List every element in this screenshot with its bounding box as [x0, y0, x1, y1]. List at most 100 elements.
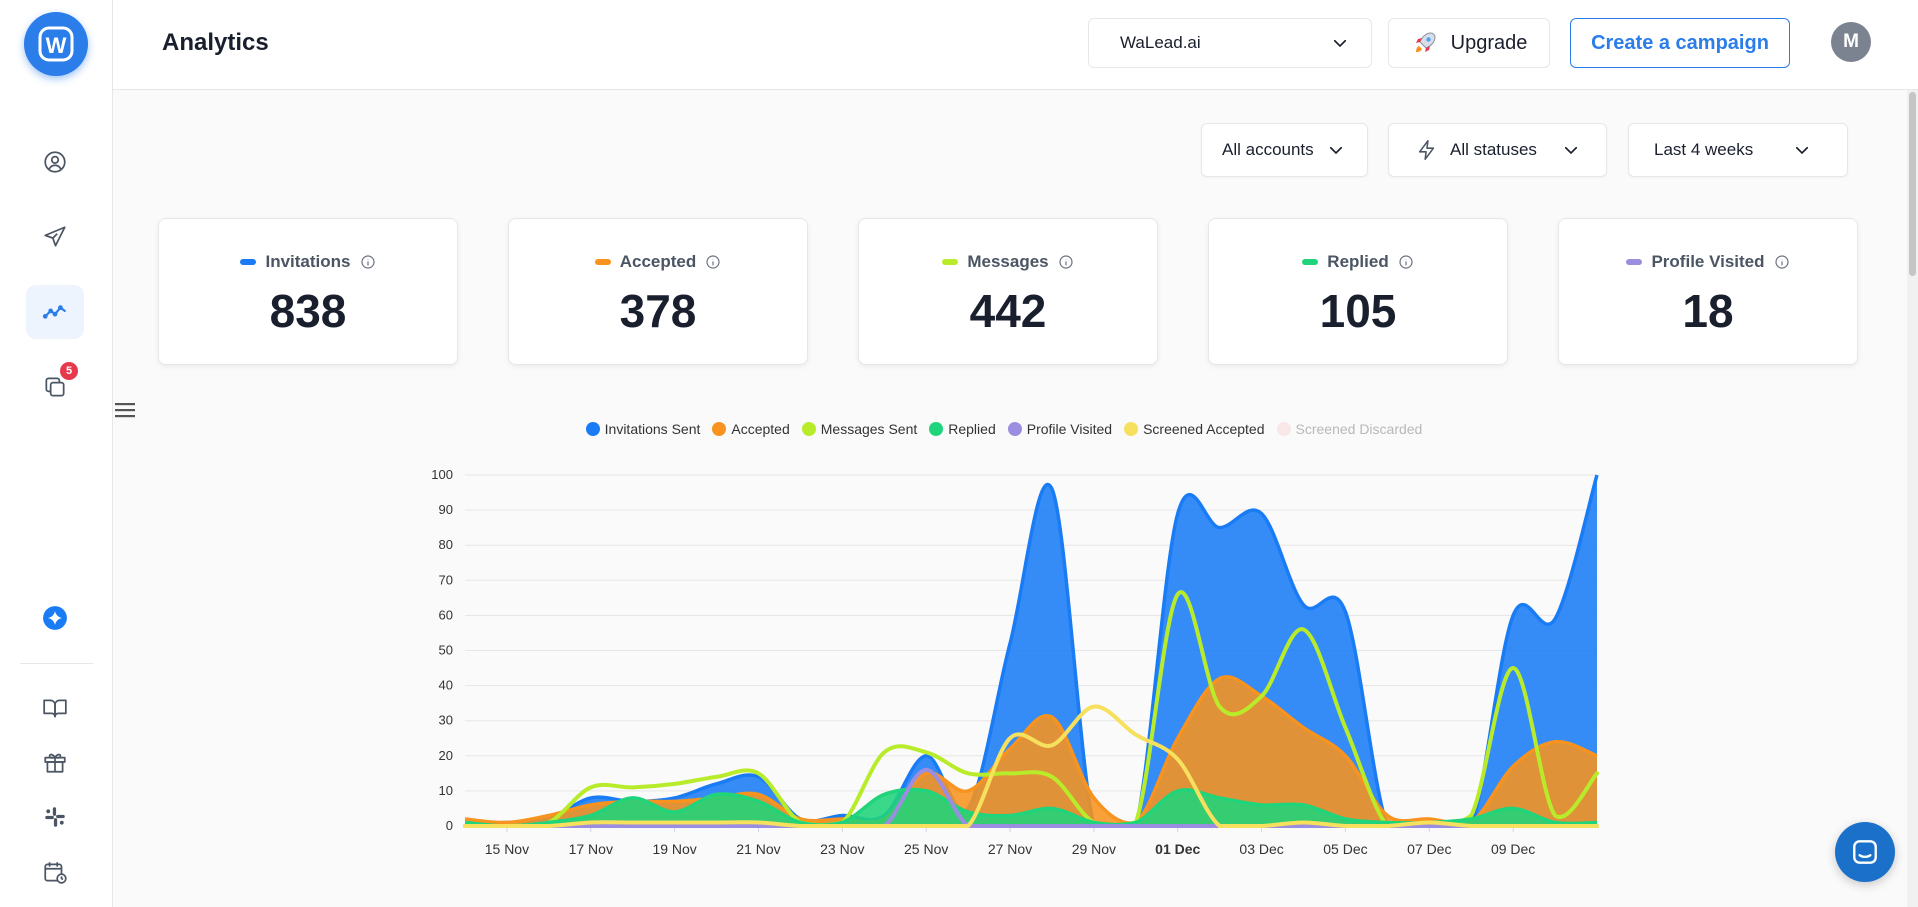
x-tick-label: 15 Nov: [485, 841, 529, 857]
y-tick-label: 0: [446, 818, 453, 833]
sidebar-item-profile[interactable]: [26, 135, 84, 189]
legend-item[interactable]: Profile Visited: [1007, 421, 1112, 437]
stat-value: 378: [619, 285, 697, 337]
info-icon[interactable]: [1058, 254, 1074, 270]
sidebar-item-templates[interactable]: 5: [26, 360, 84, 414]
statuses-filter-label: All statuses: [1450, 140, 1537, 159]
stat-card-messages: Messages 442: [858, 218, 1158, 365]
copy-icon: [45, 377, 65, 397]
series-line-screened-accepted: [463, 704, 1599, 828]
legend-dot: [585, 422, 600, 436]
legend-dot: [1124, 422, 1139, 436]
legend-item[interactable]: Messages Sent: [801, 421, 918, 437]
y-tick-label: 100: [431, 467, 453, 482]
chevron-down-icon: [1333, 39, 1347, 48]
sidebar-item-referral[interactable]: [26, 735, 84, 789]
stat-label: Profile Visited: [1651, 252, 1765, 271]
x-tick-label: 05 Dec: [1323, 841, 1367, 857]
slack-icon: [45, 807, 65, 827]
x-tick-label: 03 Dec: [1239, 841, 1283, 857]
y-tick-label: 90: [439, 502, 453, 517]
legend-item[interactable]: Screened Discarded: [1276, 421, 1423, 437]
workspace-select[interactable]: WaLead.ai: [1088, 18, 1372, 68]
stat-card-profile-visited: Profile Visited 18: [1558, 218, 1858, 365]
user-avatar[interactable]: M: [1831, 22, 1871, 62]
sidebar-item-slack[interactable]: [26, 790, 84, 844]
y-tick-label: 80: [439, 537, 453, 552]
stat-value: 838: [269, 285, 347, 337]
period-filter[interactable]: Last 4 weeks: [1628, 123, 1848, 177]
upgrade-label: Upgrade: [1450, 31, 1528, 54]
legend-label: Messages Sent: [820, 421, 918, 437]
x-tick-label: 21 Nov: [736, 841, 780, 857]
legend-label: Screened Accepted: [1143, 421, 1265, 437]
y-tick-label: 20: [439, 748, 453, 763]
info-icon[interactable]: [705, 254, 721, 270]
info-icon[interactable]: [1774, 254, 1790, 270]
info-icon[interactable]: [360, 254, 376, 270]
stat-value: 442: [969, 285, 1047, 337]
legend-label: Accepted: [731, 421, 790, 437]
app-logo[interactable]: W: [24, 12, 88, 76]
x-tick-label: 07 Dec: [1407, 841, 1451, 857]
legend-item[interactable]: Screened Accepted: [1124, 421, 1265, 437]
y-tick-label: 30: [439, 713, 453, 728]
walead-logo-icon: W: [38, 26, 74, 62]
legend-item[interactable]: Accepted: [712, 421, 790, 437]
x-tick-label: 23 Nov: [820, 841, 864, 857]
y-tick-label: 50: [439, 643, 453, 658]
stat-color-dash: [942, 259, 959, 265]
chevron-down-icon: [1329, 146, 1343, 155]
y-tick-label: 10: [439, 783, 453, 798]
chevron-down-icon: [1564, 146, 1578, 155]
sidebar-item-ai[interactable]: [26, 591, 84, 645]
stat-color-dash: [240, 259, 257, 265]
chart-menu-icon[interactable]: [113, 400, 137, 420]
stat-value: 105: [1319, 285, 1397, 337]
chart-legend: Invitations Sent Accepted Messages Sent Rep…: [113, 421, 1907, 437]
page-scrollbar[interactable]: [1907, 90, 1918, 907]
legend-label: Replied: [948, 421, 996, 437]
stat-color-dash: [1302, 259, 1319, 265]
x-tick-label: 01 Dec: [1155, 841, 1200, 857]
period-filter-label: Last 4 weeks: [1654, 140, 1754, 159]
accounts-filter-label: All accounts: [1222, 140, 1314, 159]
y-tick-label: 60: [439, 607, 453, 622]
rocket-icon: [1415, 32, 1436, 52]
chat-widget-button[interactable]: [1835, 822, 1895, 882]
legend-dot: [801, 422, 816, 436]
sidebar-item-analytics[interactable]: [26, 285, 84, 339]
legend-item[interactable]: Replied: [929, 421, 996, 437]
x-tick-label: 09 Dec: [1491, 841, 1535, 857]
series-line-accepted: [464, 675, 1598, 826]
accounts-filter[interactable]: All accounts: [1201, 123, 1368, 177]
info-icon[interactable]: [1398, 254, 1414, 270]
create-campaign-button[interactable]: Create a campaign: [1570, 18, 1790, 68]
y-tick-label: 40: [439, 678, 453, 693]
sidebar-item-campaigns[interactable]: [26, 210, 84, 264]
chart-plot: 0 10 20 30 40 50 60 70 80 90 100 15 Nov 17 Nov 19 Nov…: [431, 467, 1599, 857]
legend-dot: [929, 422, 944, 436]
x-tick-label: 27 Nov: [988, 841, 1032, 857]
analytics-chart: Invitations Sent Accepted Messages Sent Rep…: [113, 400, 1907, 900]
legend-label: Screened Discarded: [1295, 421, 1423, 437]
sidebar-item-docs[interactable]: [26, 681, 84, 735]
x-tick-label: 25 Nov: [904, 841, 948, 857]
upgrade-button[interactable]: Upgrade: [1388, 18, 1550, 68]
statuses-filter[interactable]: All statuses: [1388, 123, 1607, 177]
y-tick-label: 70: [439, 572, 453, 587]
x-tick-label: 29 Nov: [1072, 841, 1116, 857]
stat-card-replied: Replied 105: [1208, 218, 1508, 365]
series-area-accepted: [465, 676, 1597, 826]
stat-card-invitations: Invitations 838: [158, 218, 458, 365]
legend-item[interactable]: Invitations Sent: [585, 421, 700, 437]
legend-dot: [712, 422, 727, 436]
stat-label: Accepted: [619, 252, 697, 271]
page-title: Analytics: [162, 29, 269, 56]
chat-icon: [1853, 840, 1877, 864]
scrollbar-thumb[interactable]: [1909, 92, 1916, 276]
x-tick-label: 19 Nov: [652, 841, 696, 857]
stat-value: 18: [1682, 285, 1734, 337]
sidebar-item-schedule[interactable]: [26, 845, 84, 899]
analytics-icon: [42, 305, 66, 319]
